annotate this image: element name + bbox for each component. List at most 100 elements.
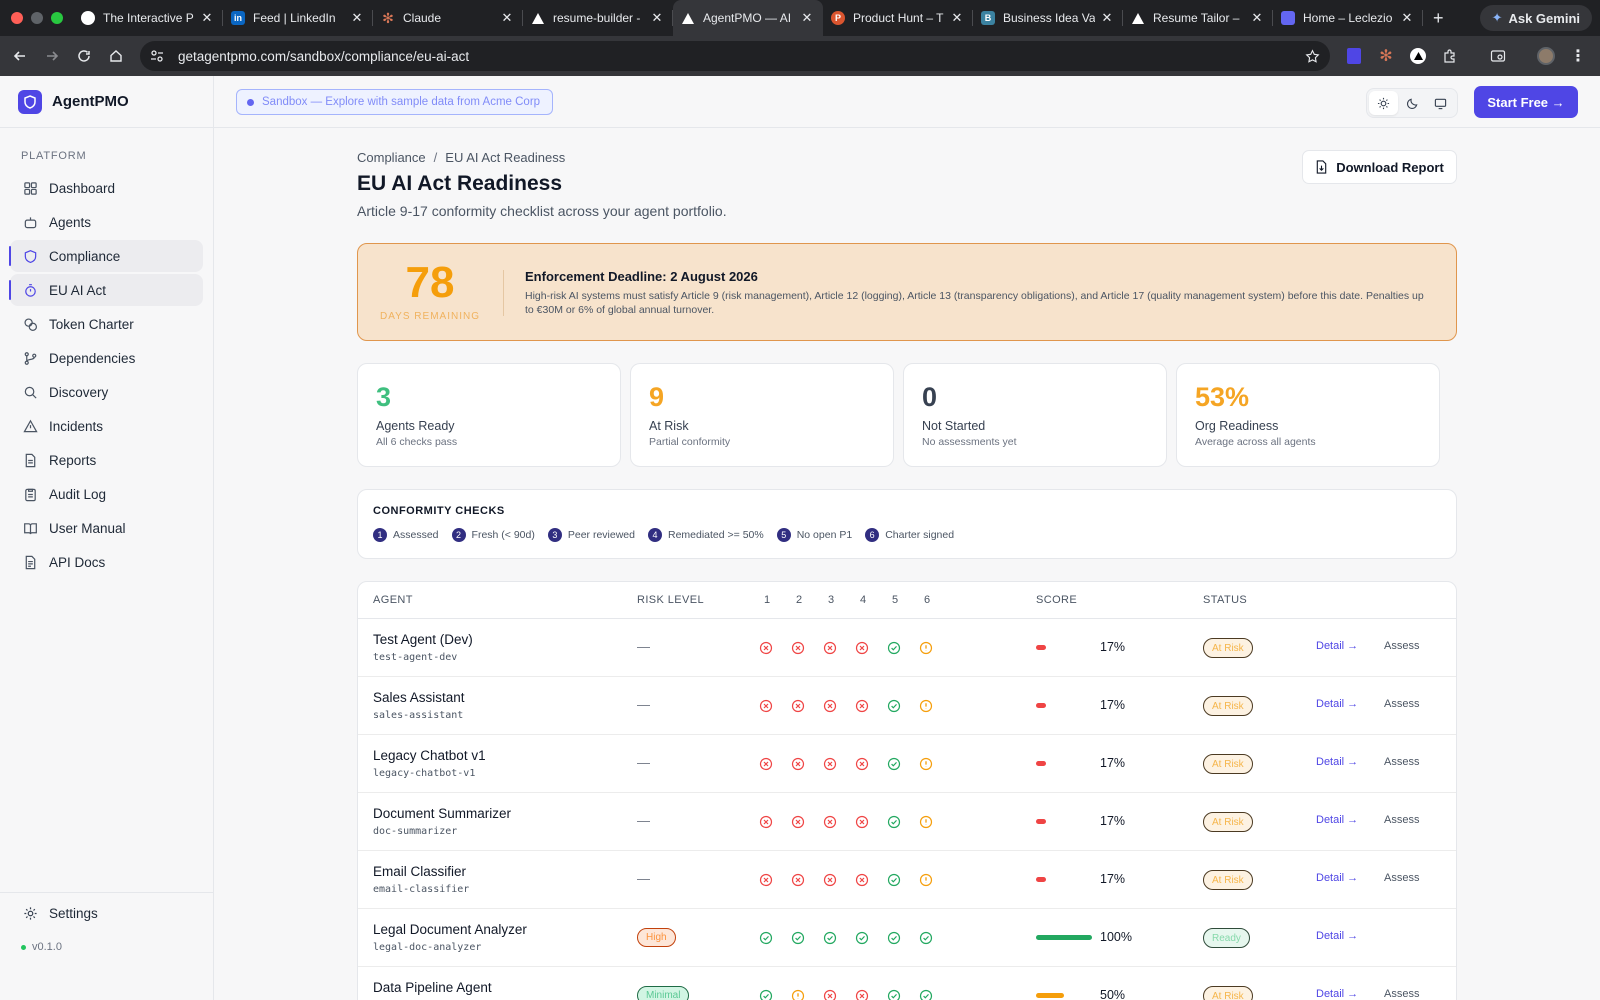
check-1-pass-icon bbox=[759, 931, 773, 945]
agent-name[interactable]: Email Classifier bbox=[373, 864, 467, 879]
system-theme-button[interactable] bbox=[1426, 91, 1455, 115]
score-bar bbox=[1036, 935, 1092, 940]
agent-name[interactable]: Test Agent (Dev) bbox=[373, 632, 473, 647]
sidebar-item-audit-log[interactable]: Audit Log bbox=[10, 478, 203, 510]
detail-link[interactable]: Detail → bbox=[1316, 640, 1359, 652]
conformity-checks-legend: CONFORMITY CHECKS 1 Assessed 2 Fresh (< 90d… bbox=[357, 489, 1457, 559]
close-tab-icon[interactable]: ✕ bbox=[801, 10, 813, 25]
start-free-button[interactable]: Start Free → bbox=[1474, 86, 1578, 118]
extensions-puzzle-icon[interactable] bbox=[1438, 44, 1462, 68]
assess-link[interactable]: Assess bbox=[1384, 698, 1420, 710]
column-risk-level[interactable]: RISK LEVEL bbox=[637, 594, 704, 606]
sidebar-item-api-docs[interactable]: API Docs bbox=[10, 546, 203, 578]
agent-name[interactable]: Sales Assistant bbox=[373, 690, 465, 705]
close-tab-icon[interactable]: ✕ bbox=[351, 10, 363, 25]
table-row[interactable]: Legal Document Analyzer legal-doc-analyze… bbox=[358, 909, 1456, 967]
column-status[interactable]: STATUS bbox=[1203, 594, 1248, 606]
sidebar-item-eu-ai-act[interactable]: EU AI Act bbox=[9, 274, 203, 306]
sidebar-item-dashboard[interactable]: Dashboard bbox=[10, 172, 203, 204]
detail-link[interactable]: Detail → bbox=[1316, 988, 1359, 1000]
address-bar[interactable]: getagentpmo.com/sandbox/compliance/eu-ai… bbox=[140, 41, 1330, 71]
browser-tab[interactable]: ✻ Claude ✕ bbox=[373, 0, 523, 36]
agent-name[interactable]: Document Summarizer bbox=[373, 806, 512, 821]
assess-link[interactable]: Assess bbox=[1384, 814, 1420, 826]
table-row[interactable]: Data Pipeline Agentdata-pipeline-agentMi… bbox=[358, 967, 1456, 1000]
download-report-button[interactable]: Download Report bbox=[1302, 150, 1457, 184]
column-agent[interactable]: AGENT bbox=[373, 594, 413, 606]
minimize-window-button[interactable] bbox=[31, 12, 43, 24]
site-settings-icon[interactable] bbox=[150, 49, 164, 63]
days-remaining-value: 78 bbox=[405, 258, 455, 307]
close-window-button[interactable] bbox=[11, 12, 23, 24]
breadcrumb-compliance-link[interactable]: Compliance bbox=[357, 150, 426, 165]
url-text[interactable]: getagentpmo.com/sandbox/compliance/eu-ai… bbox=[178, 48, 470, 64]
sidebar-item-compliance[interactable]: Compliance bbox=[9, 240, 203, 272]
brand[interactable]: AgentPMO bbox=[0, 76, 213, 128]
browser-tab[interactable]: Resume Tailor – ✕ bbox=[1123, 0, 1273, 36]
browser-tab[interactable]: resume-builder - ✕ bbox=[523, 0, 673, 36]
ask-gemini-label: Ask Gemini bbox=[1508, 10, 1580, 26]
browser-menu-icon[interactable]: ⋮ bbox=[1570, 48, 1586, 65]
detail-link[interactable]: Detail → bbox=[1316, 930, 1359, 942]
browser-tab-strip: The Interactive P ✕ in Feed | LinkedIn ✕ ✻ Cla… bbox=[0, 0, 1600, 36]
home-button[interactable] bbox=[100, 40, 132, 72]
close-tab-icon[interactable]: ✕ bbox=[651, 10, 663, 25]
assess-link[interactable]: Assess bbox=[1384, 988, 1420, 1000]
sidebar-item-settings[interactable]: Settings bbox=[10, 897, 204, 929]
timer-icon bbox=[22, 282, 38, 298]
detail-link[interactable]: Detail → bbox=[1316, 872, 1359, 884]
sidebar-item-reports[interactable]: Reports bbox=[10, 444, 203, 476]
close-tab-icon[interactable]: ✕ bbox=[1251, 10, 1263, 25]
close-tab-icon[interactable]: ✕ bbox=[1101, 10, 1113, 25]
bookmark-star-icon[interactable] bbox=[1305, 48, 1320, 64]
agent-name[interactable]: Legal Document Analyzer bbox=[373, 922, 527, 937]
detail-link[interactable]: Detail → bbox=[1316, 698, 1359, 710]
agent-name[interactable]: Legacy Chatbot v1 bbox=[373, 748, 486, 763]
dark-theme-button[interactable] bbox=[1398, 91, 1427, 115]
sidebar-item-token-charter[interactable]: Token Charter bbox=[10, 308, 203, 340]
profile-avatar[interactable] bbox=[1534, 44, 1558, 68]
table-row[interactable]: Legacy Chatbot v1 legacy-chatbot-v1 — 17% At… bbox=[358, 735, 1456, 793]
sandbox-banner[interactable]: Sandbox — Explore with sample data from … bbox=[236, 89, 554, 115]
detail-link[interactable]: Detail → bbox=[1316, 756, 1359, 768]
table-row[interactable]: Document Summarizer doc-summarizer — 17% At … bbox=[358, 793, 1456, 851]
browser-tab[interactable]: AgentPMO — AI ✕ bbox=[673, 0, 823, 36]
extension-vercel-icon[interactable] bbox=[1406, 44, 1430, 68]
assess-link[interactable]: Assess bbox=[1384, 756, 1420, 768]
column-score[interactable]: SCORE bbox=[1036, 594, 1078, 606]
browser-tab[interactable]: in Feed | LinkedIn ✕ bbox=[223, 0, 373, 36]
sidebar-item-user-manual[interactable]: User Manual bbox=[10, 512, 203, 544]
sidebar-item-dependencies[interactable]: Dependencies bbox=[10, 342, 203, 374]
assess-link[interactable]: Assess bbox=[1384, 872, 1420, 884]
browser-tab[interactable]: The Interactive P ✕ bbox=[73, 0, 223, 36]
close-tab-icon[interactable]: ✕ bbox=[201, 10, 213, 25]
browser-tab[interactable]: Home – Leclezio ✕ bbox=[1273, 0, 1423, 36]
reload-button[interactable] bbox=[68, 40, 100, 72]
sidebar-item-agents[interactable]: Agents bbox=[10, 206, 203, 238]
maximize-window-button[interactable] bbox=[51, 12, 63, 24]
agent-name[interactable]: Data Pipeline Agent bbox=[373, 980, 492, 995]
forward-button[interactable] bbox=[36, 40, 68, 72]
browser-tab[interactable]: B Business Idea Va ✕ bbox=[973, 0, 1123, 36]
close-tab-icon[interactable]: ✕ bbox=[951, 10, 963, 25]
extension-claude-icon[interactable]: ✻ bbox=[1379, 48, 1393, 65]
browser-tab[interactable]: P Product Hunt – T ✕ bbox=[823, 0, 973, 36]
check-3-fail-icon bbox=[823, 989, 837, 1000]
close-tab-icon[interactable]: ✕ bbox=[1401, 10, 1413, 25]
new-tab-button[interactable]: + bbox=[1433, 7, 1444, 28]
sidebar-item-incidents[interactable]: Incidents bbox=[10, 410, 203, 442]
extension-doc-icon[interactable] bbox=[1342, 44, 1366, 68]
assess-link[interactable]: Assess bbox=[1384, 640, 1420, 652]
deadline-title: Enforcement Deadline: 2 August 2026 bbox=[525, 269, 758, 284]
tab-search-icon[interactable] bbox=[1486, 44, 1510, 68]
detail-link[interactable]: Detail → bbox=[1316, 814, 1359, 826]
moon-icon bbox=[1406, 98, 1417, 109]
ask-gemini-button[interactable]: ✦ Ask Gemini bbox=[1479, 5, 1592, 31]
light-theme-button[interactable] bbox=[1369, 91, 1398, 115]
sidebar-item-discovery[interactable]: Discovery bbox=[10, 376, 203, 408]
table-row[interactable]: Test Agent (Dev) test-agent-dev — 17% At Ris… bbox=[358, 619, 1456, 677]
table-row[interactable]: Sales Assistant sales-assistant — 17% At Ris… bbox=[358, 677, 1456, 735]
close-tab-icon[interactable]: ✕ bbox=[501, 10, 513, 25]
table-row[interactable]: Email Classifier email-classifier — 17% At R… bbox=[358, 851, 1456, 909]
back-button[interactable] bbox=[4, 40, 36, 72]
